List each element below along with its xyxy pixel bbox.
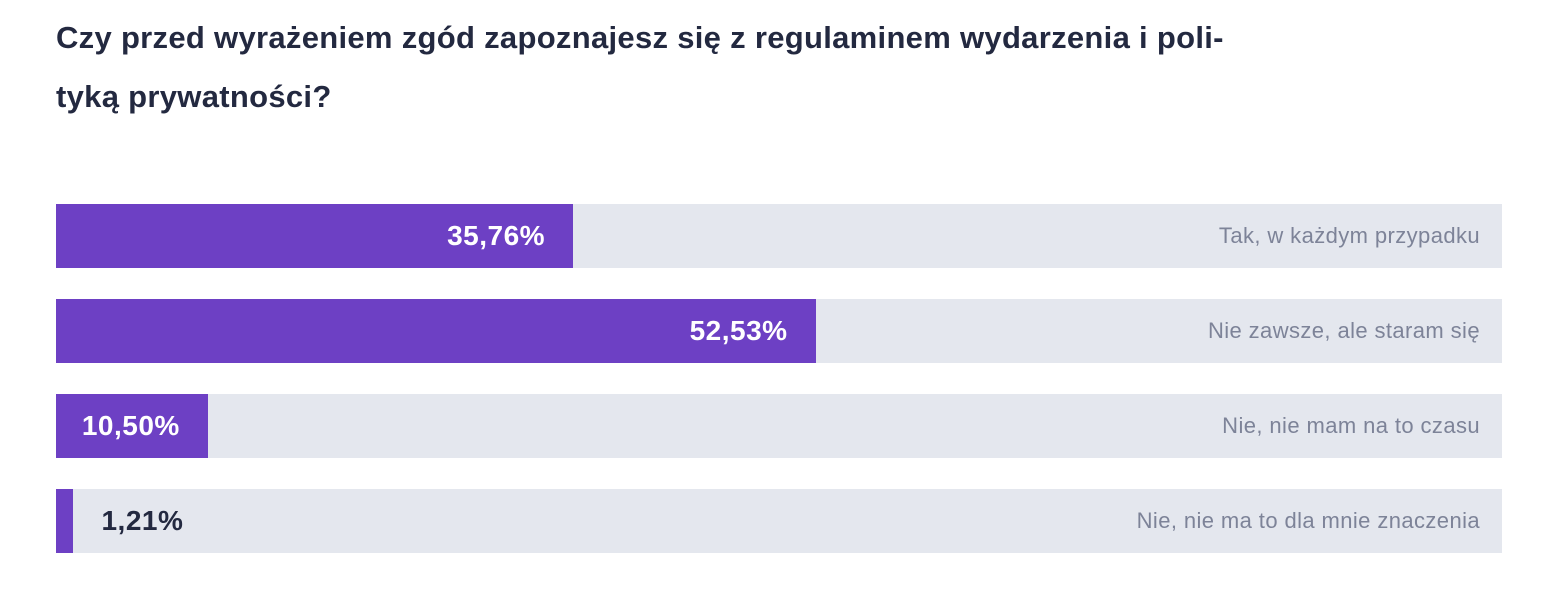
chart-title-line-1: Czy przed wyrażeniem zgód zapoznajesz si…: [56, 20, 1224, 55]
bar-row: 35,76% Tak, w każdym przypadku: [56, 204, 1502, 268]
bar-chart: 35,76% Tak, w każdym przypadku 52,53% Ni…: [56, 204, 1502, 553]
bar-value-label: 1,21%: [101, 505, 184, 536]
bar-fill: 52,53%: [56, 299, 816, 363]
bar-row: 1,21% Nie, nie ma to dla mnie znaczenia: [56, 489, 1502, 553]
bar-category-label: Nie zawsze, ale staram się: [1207, 318, 1480, 343]
bar-fill: 10,50%: [56, 394, 208, 458]
chart-title: Czy przed wyrażeniem zgód zapoznajesz si…: [56, 8, 1502, 126]
bar-fill: 1,21%: [56, 489, 183, 553]
survey-results-page: Czy przed wyrażeniem zgód zapoznajesz si…: [56, 8, 1502, 553]
bar-category-label: Nie, nie mam na to czasu: [1222, 413, 1480, 438]
bar-row: 10,50% Nie, nie mam na to czasu: [56, 394, 1502, 458]
bar-track: 35,76% Tak, w każdym przypadku: [56, 204, 1502, 268]
bar-fill: 35,76%: [56, 204, 574, 268]
bar-category-label: Nie, nie ma to dla mnie znaczenia: [1136, 508, 1480, 533]
bar-category-label: Tak, w każdym przypadku: [1218, 223, 1480, 248]
bar-track: 10,50% Nie, nie mam na to czasu: [56, 394, 1502, 458]
bar-track: 1,21% Nie, nie ma to dla mnie znaczenia: [56, 489, 1502, 553]
bar-value-label: 52,53%: [689, 315, 788, 346]
bar-value-label: 10,50%: [81, 410, 180, 441]
chart-title-line-2: tyką prywatności?: [56, 79, 332, 114]
bar-row: 52,53% Nie zawsze, ale staram się: [56, 299, 1502, 363]
bar-value-label: 35,76%: [447, 220, 546, 251]
bar-track: 52,53% Nie zawsze, ale staram się: [56, 299, 1502, 363]
